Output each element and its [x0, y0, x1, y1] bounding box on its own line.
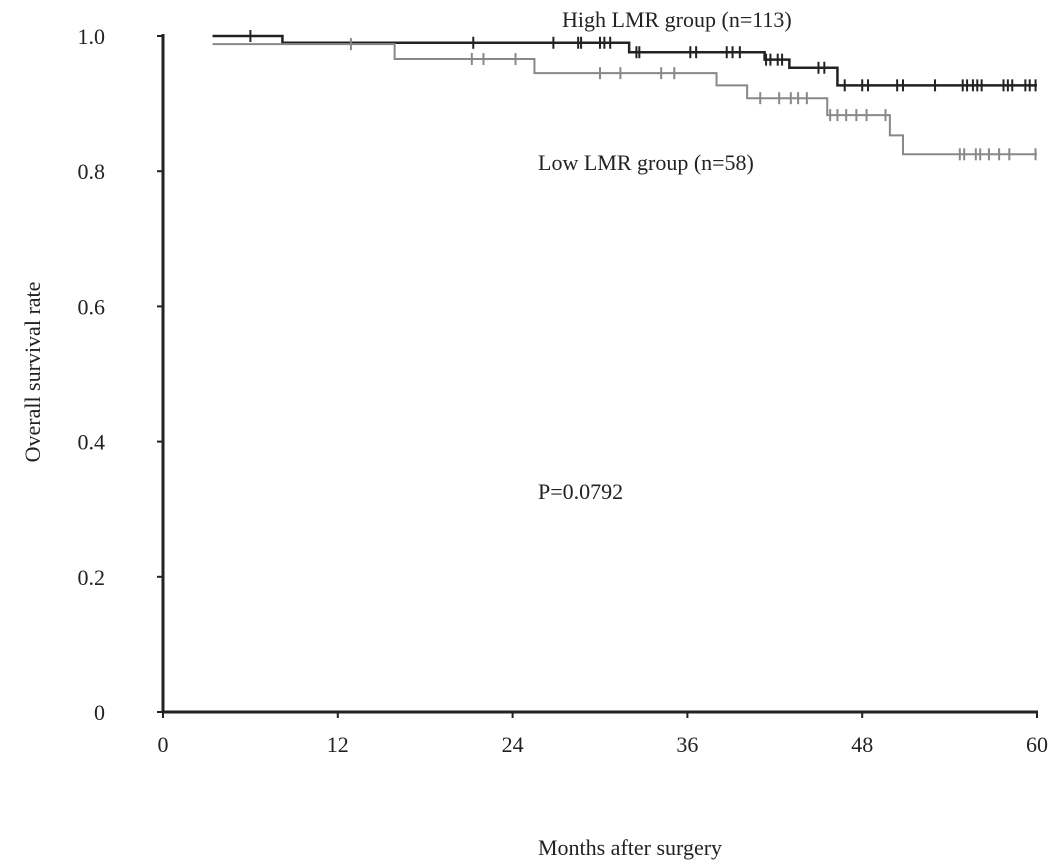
y-tick-label: 0.8	[78, 159, 106, 184]
x-tick-label: 60	[1026, 732, 1048, 757]
p-value-annotation: P=0.0792	[538, 479, 623, 504]
survival-step-line	[212, 34, 1037, 87]
legend-high-group: High LMR group (n=113)	[562, 7, 792, 32]
y-tick-label: 1.0	[78, 24, 106, 49]
x-tick-label: 48	[851, 732, 873, 757]
x-tick-label: 0	[158, 732, 169, 757]
y-axis-label: Overall survival rate	[20, 282, 45, 463]
y-tick-label: 0.6	[78, 294, 106, 319]
y-tick-label: 0.4	[78, 430, 106, 455]
ticks: 0 12 24 36 48 60 0 0.2 0.4 0.6 0.8 1.0	[78, 24, 1049, 757]
series-low-lmr	[212, 38, 1037, 161]
x-tick-label: 24	[502, 732, 524, 757]
axes	[161, 34, 1038, 714]
x-axis-label: Months after surgery	[538, 835, 722, 860]
series-high-lmr	[212, 30, 1037, 92]
survival-curves	[212, 30, 1037, 161]
x-tick-label: 12	[327, 732, 349, 757]
survival-step-line	[212, 43, 1037, 156]
legend-low-group: Low LMR group (n=58)	[538, 150, 754, 175]
x-tick-label: 36	[676, 732, 698, 757]
y-tick-label: 0.2	[78, 565, 106, 590]
y-tick-label: 0	[94, 700, 105, 725]
